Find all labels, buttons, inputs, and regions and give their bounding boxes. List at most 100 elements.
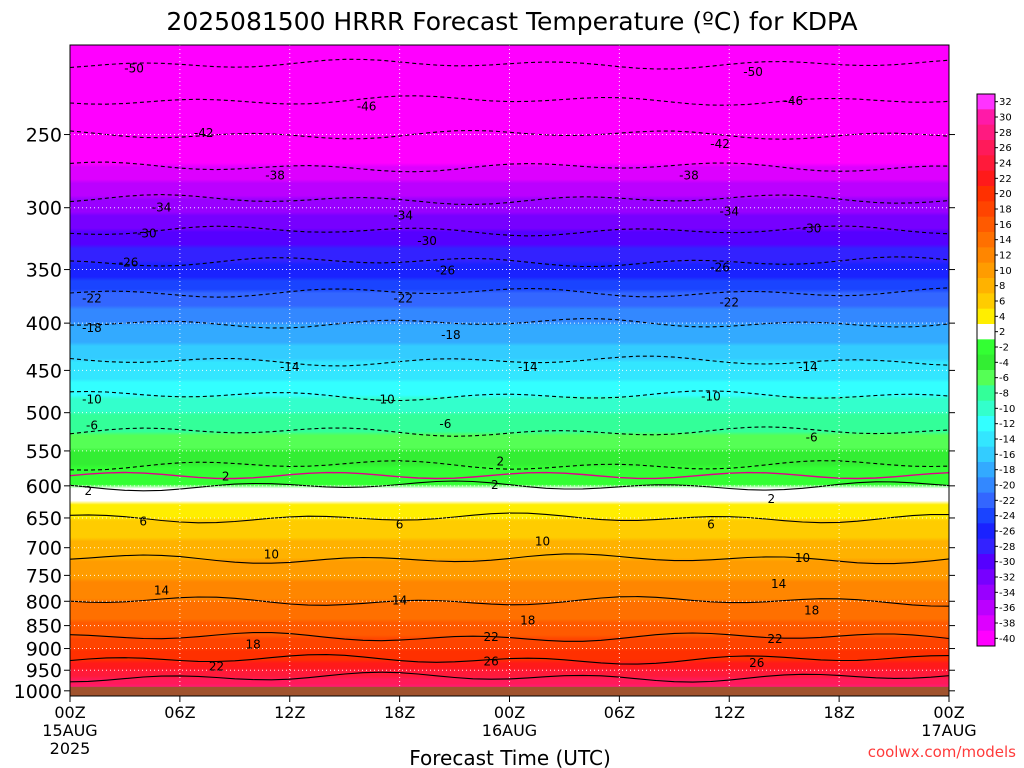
x-tick-label: 06Z bbox=[604, 703, 635, 722]
contour-label: 22 bbox=[484, 630, 499, 644]
y-tick-label: 900 bbox=[26, 639, 62, 661]
colorbar-label: -12 bbox=[999, 419, 1015, 430]
contour-label: -30 bbox=[137, 227, 157, 241]
colorbar-swatch bbox=[977, 109, 995, 126]
x-tick-label: 18Z bbox=[823, 703, 854, 722]
y-tick-label: 300 bbox=[26, 198, 62, 220]
colorbar-label: -30 bbox=[999, 557, 1015, 568]
colorbar-label: 16 bbox=[999, 220, 1012, 231]
contour-label: 2 bbox=[222, 469, 230, 483]
contour-label: -46 bbox=[784, 94, 804, 108]
x-tick-label: 18Z bbox=[384, 703, 415, 722]
y-tick-label: 700 bbox=[26, 538, 62, 560]
colorbar-label: 10 bbox=[999, 266, 1012, 277]
colorbar-swatch bbox=[977, 584, 995, 601]
colorbar-swatch bbox=[977, 124, 995, 141]
colorbar-swatch bbox=[977, 416, 995, 432]
colorbar-label: -16 bbox=[999, 450, 1015, 461]
contour-label: 2 bbox=[768, 492, 776, 506]
y-tick-label: 800 bbox=[26, 591, 62, 613]
x-tick-label: 00Z bbox=[933, 703, 964, 722]
contour-label: 18 bbox=[245, 638, 260, 652]
colorbar-swatch bbox=[977, 400, 995, 417]
colorbar-swatch bbox=[977, 293, 995, 310]
contour-label: 18 bbox=[520, 613, 535, 627]
colorbar-label: 14 bbox=[999, 235, 1012, 246]
contour-label: -10 bbox=[375, 393, 395, 407]
contour-label: -50 bbox=[124, 61, 144, 75]
y-tick-label: 450 bbox=[26, 360, 62, 382]
contour-label: -14 bbox=[798, 360, 818, 374]
contour-label: -18 bbox=[82, 321, 102, 335]
contour-label: -30 bbox=[802, 222, 822, 236]
colorbar-label: 4 bbox=[999, 312, 1005, 323]
isotherm-line bbox=[70, 596, 949, 607]
x-tick-sublabel: 16AUG bbox=[482, 721, 537, 740]
colorbar-swatch bbox=[977, 446, 995, 463]
contour-label: -26 bbox=[710, 260, 730, 274]
y-tick-label: 850 bbox=[26, 616, 62, 638]
colorbar-label: -2 bbox=[999, 343, 1009, 354]
colorbar-label: 30 bbox=[999, 113, 1012, 124]
contour-label: -6 bbox=[806, 431, 818, 445]
contour-label: -50 bbox=[743, 65, 763, 79]
y-tick-label: 600 bbox=[26, 476, 62, 498]
colorbar-label: -4 bbox=[999, 358, 1009, 369]
y-tick-label: 750 bbox=[26, 565, 62, 587]
colorbar-label: 26 bbox=[999, 143, 1012, 154]
contour-label: 6 bbox=[139, 515, 147, 529]
colorbar-label: -6 bbox=[999, 373, 1009, 384]
colorbar-swatch bbox=[977, 201, 995, 218]
colorbar-swatch bbox=[977, 308, 995, 325]
contour-label: -22 bbox=[82, 291, 102, 305]
x-tick-sublabel: 2025 bbox=[50, 739, 91, 758]
colorbar-label: -34 bbox=[999, 588, 1015, 599]
contour-label: 26 bbox=[749, 656, 764, 670]
colorbar-swatch bbox=[977, 431, 995, 448]
colorbar-label: 18 bbox=[999, 205, 1012, 216]
y-tick-label: 550 bbox=[26, 441, 62, 463]
colorbar-label: -38 bbox=[999, 619, 1015, 630]
colorbar-swatch bbox=[977, 569, 995, 586]
contour-label: 6 bbox=[396, 518, 404, 532]
contour-label: -26 bbox=[436, 264, 456, 278]
colorbar: 32 30 28 26 24 22 20 18 16 14 12 10 8 6 4 2 -2 -4 -6 -8 -10 -… bbox=[976, 93, 1015, 647]
contour-label: 2 bbox=[84, 484, 92, 498]
colorbar-label: 8 bbox=[999, 281, 1005, 292]
y-axis: 2503003504004505005506006507007508008509… bbox=[14, 125, 955, 703]
colorbar-label: 28 bbox=[999, 128, 1012, 139]
colorbar-swatch bbox=[977, 462, 995, 478]
colorbar-label: -22 bbox=[999, 496, 1015, 507]
contour-label: 10 bbox=[535, 534, 550, 548]
isotherm-line bbox=[70, 480, 949, 492]
colorbar-swatch bbox=[977, 94, 995, 110]
contour-label: 10 bbox=[264, 548, 279, 562]
contour-label: -34 bbox=[719, 205, 739, 219]
colorbar-label: 32 bbox=[999, 97, 1012, 108]
colorbar-swatch bbox=[977, 523, 995, 540]
colorbar-swatch bbox=[977, 477, 995, 494]
colorbar-swatch bbox=[977, 508, 995, 524]
colorbar-label: -26 bbox=[999, 527, 1015, 538]
colorbar-label: -8 bbox=[999, 389, 1009, 400]
y-tick-label: 650 bbox=[26, 508, 62, 530]
x-tick-label: 12Z bbox=[274, 703, 305, 722]
colorbar-swatch bbox=[977, 370, 995, 386]
colorbar-swatch bbox=[977, 232, 995, 248]
contour-label: 2 bbox=[497, 455, 505, 469]
contour-label: -26 bbox=[119, 256, 139, 270]
contour-label: -38 bbox=[679, 169, 699, 183]
colorbar-label: -40 bbox=[999, 634, 1015, 645]
contour-label: 14 bbox=[392, 593, 407, 607]
x-tick-label: 12Z bbox=[714, 703, 745, 722]
colorbar-swatch bbox=[977, 170, 995, 187]
colorbar-swatch bbox=[977, 538, 995, 555]
colorbar-swatch bbox=[977, 492, 995, 509]
contour-label: -14 bbox=[518, 360, 538, 374]
colorbar-swatch bbox=[977, 339, 995, 356]
contour-label: 26 bbox=[484, 654, 499, 668]
contour-label: -22 bbox=[393, 291, 413, 305]
colorbar-swatch bbox=[977, 354, 995, 371]
isotherm-line bbox=[70, 654, 949, 665]
contour-label: -42 bbox=[194, 126, 214, 140]
